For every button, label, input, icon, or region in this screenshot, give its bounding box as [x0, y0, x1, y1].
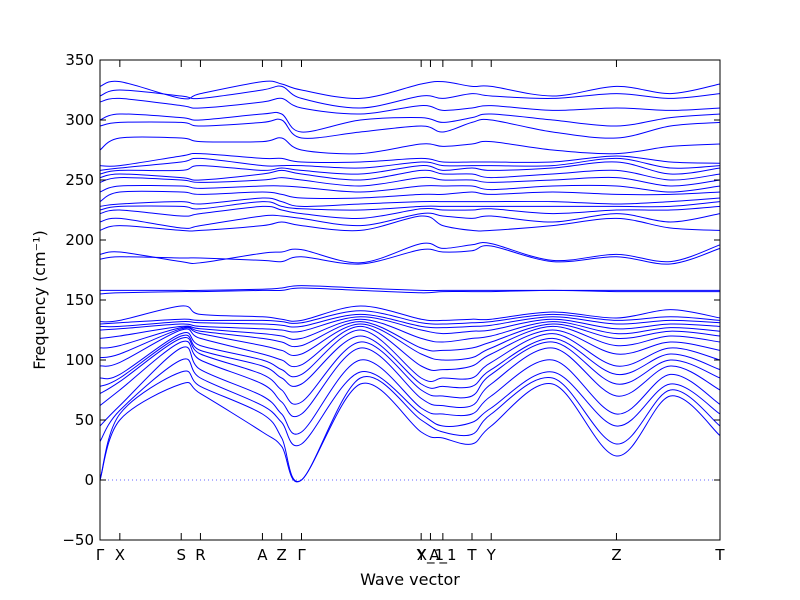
x-tick-label-5: Z [277, 546, 287, 564]
x-tick-label-9: A_1 [429, 546, 456, 565]
band-line-3 [99, 346, 721, 435]
band-line-32 [99, 136, 721, 155]
band-line-1 [99, 370, 721, 483]
y-tick-label-7: 300 [65, 111, 94, 129]
y-tick-label-0: −50 [62, 531, 94, 549]
band-line-14 [99, 310, 721, 325]
band-line-25 [99, 190, 721, 203]
x-tick-label-3: R [195, 546, 205, 564]
band-line-19 [99, 242, 721, 265]
band-line-24 [99, 197, 721, 207]
x-tick-label-13: T [714, 546, 725, 564]
band-line-7 [99, 329, 721, 383]
x-tick-label-7: Y [416, 546, 427, 564]
band-line-18 [99, 245, 721, 265]
band-line-30 [99, 157, 721, 171]
y-axis-title: Frequency (cm⁻¹) [30, 230, 49, 369]
x-tick-label-11: Y [486, 546, 497, 564]
y-tick-label-8: 350 [65, 51, 94, 69]
band-line-27 [99, 176, 721, 187]
band-line-26 [99, 184, 721, 193]
band-line-17 [100, 285, 720, 292]
band-line-31 [99, 153, 721, 167]
y-tick-label-2: 50 [75, 411, 94, 429]
plot-frame [99, 59, 721, 541]
band-line-29 [99, 161, 721, 175]
band-line-6 [99, 334, 721, 389]
band-line-36 [99, 85, 721, 109]
band-line-0 [99, 382, 721, 483]
band-line-23 [99, 201, 721, 211]
band-line-16 [99, 287, 720, 295]
band-line-34 [99, 111, 721, 133]
y-tick-label-1: 0 [84, 471, 94, 489]
band-line-15 [99, 305, 721, 323]
x-tick-label-2: S [176, 546, 186, 564]
y-tick-label-4: 150 [65, 291, 94, 309]
band-line-22 [99, 205, 721, 219]
band-line-21 [99, 212, 721, 229]
band-line-33 [99, 118, 721, 139]
band-line-2 [99, 358, 721, 447]
x-tick-label-6: Γ [297, 546, 306, 564]
y-tick-label-3: 100 [65, 351, 94, 369]
x-tick-label-10: T [466, 546, 477, 564]
band-line-35 [99, 97, 721, 115]
band-line-8 [99, 325, 721, 371]
band-line-20 [99, 215, 721, 232]
x-axis-title: Wave vector [360, 570, 460, 589]
x-tick-label-12: Z [611, 546, 621, 564]
y-tick-label-5: 200 [65, 231, 94, 249]
y-tick-label-6: 250 [65, 171, 94, 189]
band-line-10 [99, 321, 721, 352]
bands-layer [99, 80, 721, 483]
x-tick-label-4: A [257, 546, 268, 564]
x-tick-label-8: X_1 [417, 546, 444, 565]
band-line-28 [99, 169, 721, 181]
band-line-11 [99, 318, 721, 343]
x-tick-label-1: X [115, 546, 125, 564]
band-line-13 [99, 313, 721, 329]
band-line-12 [99, 316, 721, 335]
band-line-37 [99, 80, 721, 100]
band-line-4 [99, 340, 721, 418]
x-tick-label-0: Γ [96, 546, 105, 564]
band-line-9 [99, 323, 721, 361]
band-line-5 [99, 337, 721, 405]
